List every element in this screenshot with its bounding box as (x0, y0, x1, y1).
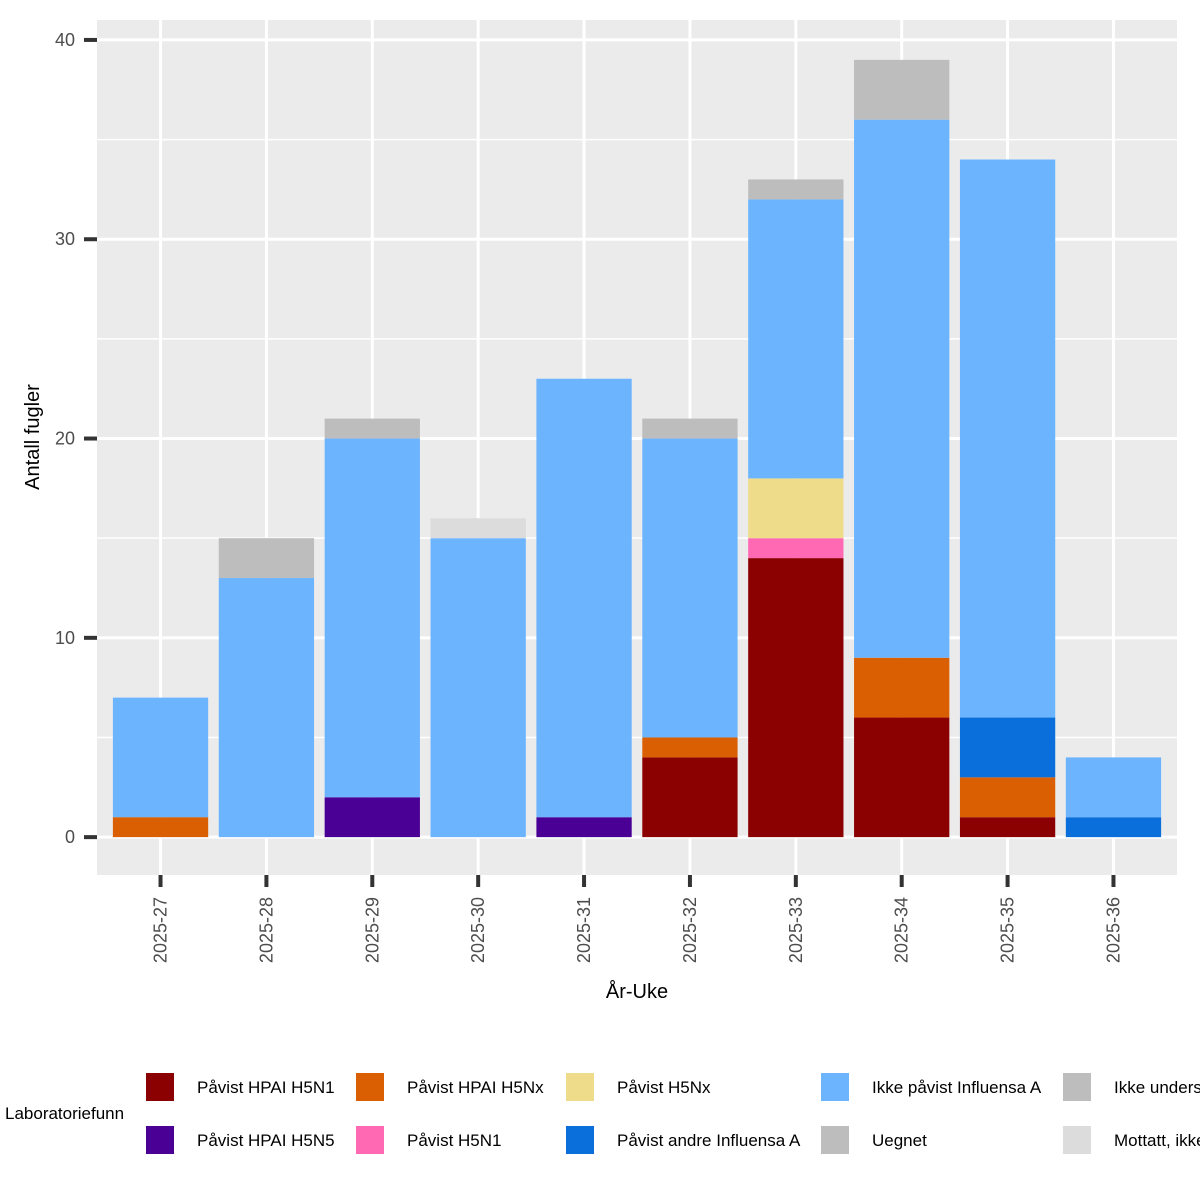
bar-segment (218, 538, 315, 579)
bar-segment (324, 418, 420, 439)
legend-swatch (144, 1124, 176, 1156)
bar-segment (748, 558, 844, 838)
bar-segment (854, 119, 950, 658)
x-tick-label: 2025-30 (468, 897, 488, 963)
y-tick-label: 10 (55, 628, 75, 648)
bar-segment (536, 378, 632, 818)
legend-label: Påvist andre Influensa A (617, 1131, 801, 1150)
bar-segment (642, 438, 738, 738)
bar-segment (1065, 757, 1162, 818)
bar-segment (642, 418, 738, 439)
legend-label: Påvist HPAI H5N5 (197, 1131, 335, 1150)
x-tick-label: 2025-33 (786, 897, 806, 963)
x-tick-label: 2025-29 (362, 897, 382, 963)
bar-segment (324, 438, 420, 798)
bar-segment (854, 717, 950, 838)
legend-label: Ikke påvist Influensa A (872, 1078, 1042, 1097)
legend-swatch (1061, 1124, 1093, 1156)
bar-segment (112, 697, 209, 818)
legend: Laboratoriefunn Påvist HPAI H5N1 Påvist H… (5, 1071, 1200, 1156)
legend-swatch (564, 1124, 596, 1156)
bar-segment (430, 538, 526, 838)
y-tick-label: 0 (65, 827, 75, 847)
y-tick-label: 30 (55, 229, 75, 249)
x-tick-label: 2025-31 (574, 897, 594, 963)
y-axis-title: Antall fugler (22, 384, 44, 490)
legend-title: Laboratoriefunn (5, 1104, 124, 1123)
bar-segment (536, 817, 632, 838)
x-tick-label: 2025-28 (256, 897, 276, 963)
axes: 0 10 20 30 40 2025-27 2025-28 2025-29 2025-30 202… (55, 30, 1124, 963)
x-tick-label: 2025-27 (151, 897, 171, 963)
legend-swatch (354, 1071, 386, 1103)
legend-label: Uegnet (872, 1131, 927, 1150)
bar-segment (1065, 817, 1162, 838)
legend-label: Påvist HPAI H5Nx (407, 1078, 544, 1097)
x-axis-title: År-Uke (606, 980, 668, 1003)
bar-segment (642, 737, 738, 758)
legend-swatch (1061, 1071, 1093, 1103)
legend-swatch (144, 1071, 176, 1103)
x-tick-label: 2025-34 (892, 897, 912, 963)
bar-segment (748, 199, 844, 479)
bar-segment (959, 817, 1056, 838)
legend-swatch (354, 1124, 386, 1156)
y-tick-label: 40 (55, 30, 75, 50)
bar-segment (854, 657, 950, 718)
legend-swatch (564, 1071, 596, 1103)
bars (112, 59, 1162, 838)
legend-label: Påvist H5N1 (407, 1131, 501, 1150)
bar-segment (218, 578, 315, 838)
legend-label: Påvist HPAI H5N1 (197, 1078, 335, 1097)
bar-segment (748, 478, 844, 539)
legend-label: Mottatt, ikke undersøkt (1114, 1131, 1200, 1150)
legend-swatch (819, 1071, 851, 1103)
x-tick-label: 2025-32 (680, 897, 700, 963)
bar-segment (430, 518, 526, 539)
legend-label: Påvist H5Nx (617, 1078, 711, 1097)
legend-swatch (819, 1124, 851, 1156)
bar-segment (959, 717, 1056, 778)
bar-segment (112, 817, 209, 838)
bar-segment (324, 797, 420, 838)
y-tick-label: 20 (55, 429, 75, 449)
bar-segment (748, 538, 844, 559)
x-tick-label: 2025-35 (998, 897, 1018, 963)
x-tick-label: 2025-36 (1103, 897, 1123, 963)
bar-segment (959, 777, 1056, 818)
bar-segment (642, 757, 738, 838)
bar-segment (748, 179, 844, 200)
bar-segment (854, 59, 950, 120)
legend-label: Ikke undersøkt (1114, 1078, 1200, 1097)
bar-segment (959, 159, 1056, 718)
